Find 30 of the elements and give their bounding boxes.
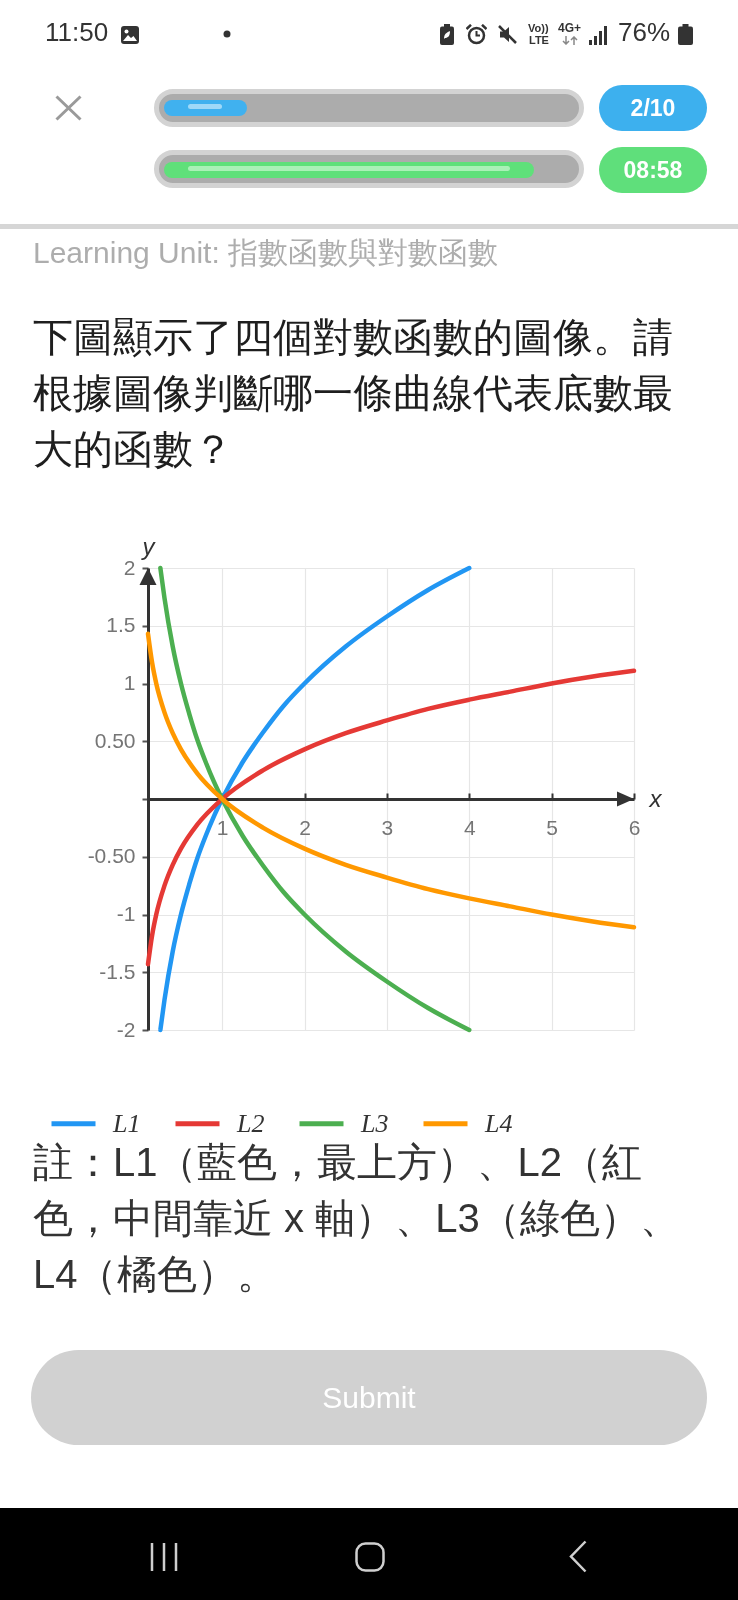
legend-label: L2 bbox=[236, 1108, 265, 1138]
x-tick-label: 6 bbox=[628, 815, 641, 839]
legend-label: L3 bbox=[360, 1108, 389, 1138]
y-tick-label: -1.5 bbox=[99, 959, 136, 983]
y-tick-label: 0.50 bbox=[94, 728, 136, 752]
legend-label: L4 bbox=[484, 1108, 513, 1138]
text: 76% bbox=[618, 17, 671, 47]
text: Vo)) bbox=[528, 22, 549, 34]
x-tick-label: 3 bbox=[381, 815, 394, 839]
y-tick-label: 2 bbox=[123, 555, 136, 579]
legend-label: L1 bbox=[112, 1108, 141, 1138]
text: 4G+ bbox=[558, 21, 582, 35]
x-axis-title: x bbox=[648, 784, 663, 812]
y-tick-label: 1 bbox=[123, 671, 136, 694]
y-tick-label: 1.5 bbox=[106, 613, 136, 637]
timer-badge: 08:58 bbox=[599, 147, 707, 193]
y-axis-title: y bbox=[140, 532, 157, 560]
y-tick-label: -2 bbox=[116, 1017, 136, 1041]
x-tick-label: 1 bbox=[216, 815, 229, 839]
y-tick-label: -0.50 bbox=[87, 844, 136, 868]
x-tick-label: 5 bbox=[546, 815, 558, 839]
text: LTE bbox=[529, 34, 549, 46]
chart-title: 下圖顯示了四個對數函數的圖像。請根據圖像判斷哪一條曲線代表底數最大的函數？ bbox=[33, 314, 674, 473]
x-tick-label: 4 bbox=[463, 815, 476, 839]
counter-badge: 2/10 bbox=[599, 85, 707, 131]
text: Learning Unit: 指數函數與對數函數 bbox=[33, 235, 499, 271]
x-tick-label: 2 bbox=[299, 815, 311, 839]
y-tick-label: -1 bbox=[116, 902, 136, 925]
text: 註：L1（藍色，最上方）、L2（紅色，中間靠近 x 軸）、L3（綠色）、L4（橘色）。 bbox=[33, 1140, 680, 1296]
text: 11:50 bbox=[45, 17, 109, 47]
